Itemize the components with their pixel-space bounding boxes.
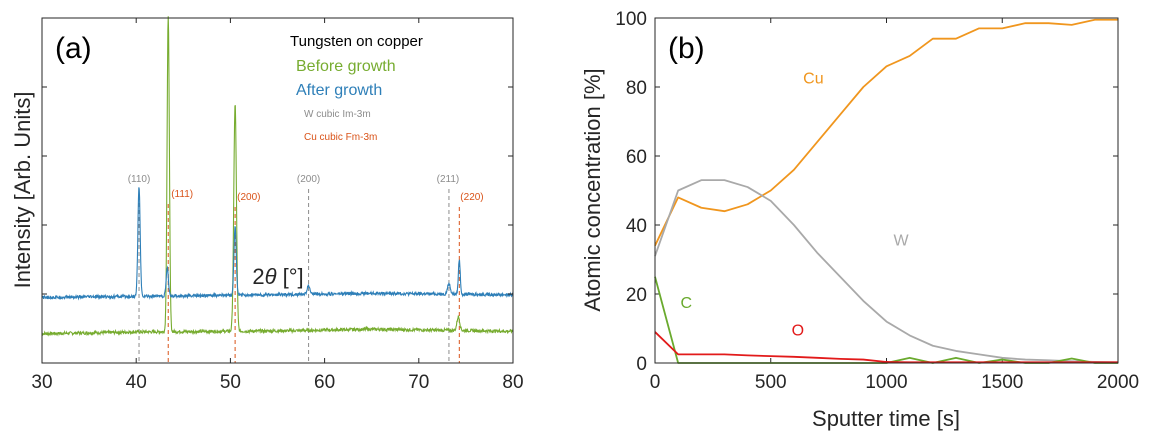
depth-x-tick-label: 2000 [1097,372,1139,393]
depth-profile-y-axis-label: Atomic concentration [%] [580,68,605,311]
series-label-cu: Cu [803,71,823,88]
xrd-series-before-growth [41,16,514,337]
depth-x-tick-label: 0 [650,372,661,393]
xrd-x-axis-label: 2θ [°] [252,264,303,289]
series-label-w: W [893,233,909,250]
legend-after-growth: After growth [296,82,382,99]
depth-y-tick-label: 40 [626,216,647,237]
xrd-plot-area: (110) (111) (200) (200) (211)(220) [41,16,514,363]
reflection-label: (111) [171,189,193,200]
depth-x-tick-label: 1000 [865,372,907,393]
depth-x-tick-label: 1500 [981,372,1023,393]
legend-title: Tungsten on copper [290,33,423,50]
depth-profile-x-axis-label: Sputter time [s] [812,406,960,431]
xrd-legend: Tungsten on copper Before growth After g… [290,33,423,143]
depth-series-o [654,331,1118,364]
depth-series-c [654,276,1118,364]
xrd-axes-box [41,17,514,364]
xrd-y-ticks [42,86,513,295]
reflection-label: (110) [128,174,151,185]
reflection-label: (211) [437,174,460,185]
xrd-x-tick-label: 60 [314,372,335,393]
xrd-y-axis-label: Intensity [Arb. Units] [10,92,35,289]
xrd-x-ticks: 30 40 50 60 70 80 [31,18,524,393]
depth-y-tick-label: 20 [626,285,647,306]
panel-b-label: (b) [668,32,705,65]
legend-w-cubic: W cubic Im-3m [304,109,371,120]
panel-a-label: (a) [55,32,92,65]
xrd-x-tick-label: 70 [408,372,429,393]
reflection-label: (200) [237,192,260,203]
xrd-x-tick-label: 80 [502,372,523,393]
reflection-label: (200) [297,174,320,185]
xrd-x-tick-label: 50 [220,372,241,393]
depth-profile-plot-area: Cu W C O [654,18,1119,364]
xrd-series-after-growth [41,187,514,301]
depth-profile-ticks: 0 500 1000 1500 2000 0 20 40 60 80 100 [615,9,1139,393]
depth-x-tick-label: 500 [755,372,787,393]
panel-b: 0 500 1000 1500 2000 0 20 40 60 80 100 Cu W C O (b) S… [580,9,1139,431]
series-label-o: O [792,322,804,339]
xrd-x-tick-label: 30 [31,372,52,393]
depth-profile-axes-box [654,17,1119,364]
reflection-label: (220) [460,192,483,203]
depth-y-tick-label: 80 [626,78,647,99]
depth-series-w [654,179,1119,364]
depth-series-cu [654,18,1118,247]
xrd-x-tick-label: 40 [126,372,147,393]
depth-y-tick-label: 0 [636,354,647,375]
legend-cu-cubic: Cu cubic Fm-3m [304,132,377,143]
panel-a: (110) (111) (200) (200) (211)(220) 30 40 50 60 7… [10,16,524,393]
depth-y-tick-label: 100 [615,9,647,30]
depth-y-tick-label: 60 [626,147,647,168]
legend-before-growth: Before growth [296,58,396,75]
series-label-c: C [680,295,692,312]
